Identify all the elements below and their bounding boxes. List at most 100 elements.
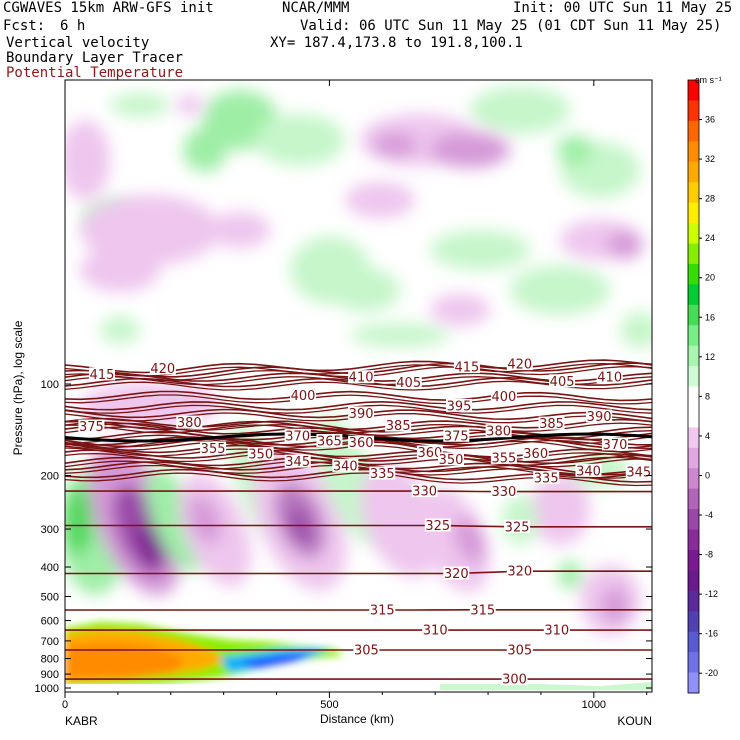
theta-label-bg: [485, 424, 512, 438]
y-tick-label: 800: [41, 654, 59, 666]
y-tick-label: 700: [41, 636, 59, 648]
theta-label-bg: [586, 409, 613, 423]
theta-label-360: 360: [349, 436, 374, 451]
theta-label-305: 305: [507, 644, 532, 659]
colorbar-swatch: [688, 325, 699, 347]
theta-label-bg: [316, 434, 343, 447]
field-potential-temperature: Potential Temperature: [6, 65, 184, 81]
theta-label-415: 415: [454, 361, 479, 376]
colorbar-swatch: [688, 223, 699, 244]
colorbar-swatch: [688, 182, 699, 203]
colorbar-swatch: [688, 488, 699, 510]
theta-label-355: 355: [491, 451, 516, 466]
theta-contour-330: [65, 490, 652, 493]
cross-section-endpoints: XY= 187.4,173.8 to 191.8,100.1: [270, 35, 523, 51]
x-tick-label: 0: [62, 699, 68, 711]
theta-label-420: 420: [507, 358, 532, 373]
valid-time: Valid: 06 UTC Sun 11 May 25 (01 CDT Sun …: [300, 18, 722, 34]
colorbar-swatch: [688, 590, 699, 612]
init-time: Init: 00 UTC Sun 11 May 25: [513, 0, 733, 16]
theta-contour-350-minor: [65, 452, 652, 468]
colorbar-swatch: [688, 549, 699, 571]
theta-label-bg: [89, 367, 115, 381]
theta-label-325: 325: [425, 519, 450, 534]
center-label: NCAR/MMM: [282, 0, 350, 16]
colorbar-tick-label: -8: [705, 550, 713, 560]
forecast-hour: 6 h: [60, 18, 86, 34]
colorbar-tick-label: 36: [705, 115, 715, 125]
theta-contour-400-minor: [65, 394, 652, 405]
plot-frame: [64, 79, 653, 693]
theta-label-bg: [575, 463, 602, 477]
theta-contour-400: [65, 390, 652, 402]
theta-label-bg: [411, 484, 438, 498]
theta-label-bg: [443, 566, 470, 580]
theta-label-315: 315: [470, 603, 495, 618]
theta-label-335: 335: [534, 472, 559, 487]
x-axis-title: Distance (km): [320, 712, 394, 726]
theta-contour-325: [65, 524, 652, 528]
colorbar-tick-label: -12: [705, 589, 718, 599]
theta-contour-355: [65, 443, 652, 463]
theta-label-bg: [506, 643, 533, 656]
theta-label-310: 310: [423, 624, 448, 639]
colorbar-swatch: [688, 366, 699, 387]
colorbar-tick-label: -4: [705, 510, 713, 520]
theta-label-bg: [453, 360, 480, 374]
theta-label-bg: [149, 361, 176, 375]
theta-label-bg: [490, 389, 517, 403]
theta-label-bg: [78, 419, 105, 433]
colorbar-tick-label: -20: [705, 668, 718, 678]
theta-label-330: 330: [412, 485, 437, 500]
theta-contour-320: [65, 570, 652, 575]
colorbar-swatch: [688, 284, 699, 306]
colorbar-swatch: [688, 611, 699, 633]
left-endpoint-label: KABR: [65, 714, 98, 728]
theta-label-390: 390: [587, 410, 612, 425]
colorbar-unit: cm s⁻¹: [695, 75, 722, 85]
theta-contour-395: [65, 400, 652, 411]
colorbar-tick-label: 8: [705, 391, 710, 401]
colorbar-swatch: [688, 202, 699, 224]
theta-label-380: 380: [177, 416, 202, 431]
theta-label-bg: [385, 418, 412, 432]
theta-label-bg: [469, 602, 496, 616]
theta-label-bg: [247, 447, 274, 461]
colorbar-swatch: [688, 529, 699, 551]
theta-label-bg: [200, 441, 227, 455]
colorbar-swatch: [688, 141, 699, 163]
theta-label-bg: [438, 452, 464, 466]
theta-label-bg: [348, 406, 375, 420]
theta-label-420: 420: [150, 362, 175, 377]
colorbar-swatch: [688, 427, 699, 449]
y-tick-label: 200: [41, 471, 59, 483]
y-tick-label: 600: [41, 616, 59, 628]
colorbar-swatch: [688, 304, 699, 326]
colorbar-swatch: [688, 243, 699, 265]
theta-label-bg: [416, 445, 443, 459]
theta-label-bg: [625, 465, 652, 479]
theta-label-305: 305: [354, 644, 379, 659]
theta-label-bg: [533, 471, 560, 485]
theta-label-320: 320: [444, 567, 469, 582]
theta-label-bg: [506, 564, 533, 578]
theta-label-400: 400: [491, 390, 516, 405]
colorbar-swatch: [688, 468, 699, 490]
theta-label-bg: [332, 458, 359, 472]
theta-label-400: 400: [291, 389, 316, 404]
right-endpoint-label: KOUN: [617, 714, 652, 728]
theta-contour-355-minor: [65, 447, 652, 466]
potential-temperature-labels: 420 420 415 415 410 410 405 405 400 400 395 390 390 3…: [78, 357, 652, 688]
theta-label-bg: [284, 454, 311, 468]
colorbar-tick-label: 16: [705, 312, 715, 322]
theta-label-390: 390: [349, 407, 374, 422]
theta-label-350: 350: [248, 448, 273, 463]
theta-contour-380-minor: [65, 421, 652, 440]
colorbar-swatch: [688, 509, 699, 530]
theta-label-330: 330: [491, 485, 516, 500]
colorbar-swatch: [688, 652, 699, 673]
colorbar-swatch: [688, 161, 699, 183]
theta-label-355: 355: [201, 442, 226, 457]
theta-label-325: 325: [505, 520, 530, 535]
